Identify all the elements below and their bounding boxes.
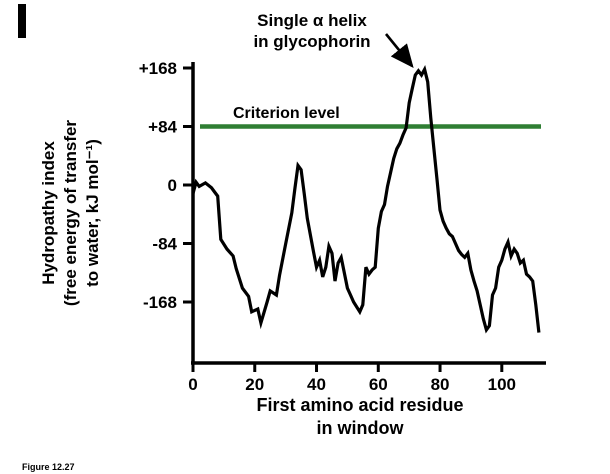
y-axis-title-line-3: to water, kJ mol⁻¹) xyxy=(83,139,102,287)
x-tick-label: 40 xyxy=(307,375,326,394)
x-ticks: 0 20 40 60 80 100 xyxy=(188,363,516,394)
y-ticks: +168 +84 0 -84 -168 xyxy=(139,59,193,312)
annotation-single-alpha-helix: Single α helix in glycophorin xyxy=(253,11,414,69)
y-axis-title-line-1: Hydropathy index xyxy=(39,141,58,285)
y-axis: +168 +84 0 -84 -168 xyxy=(139,59,195,363)
y-tick-label: +84 xyxy=(148,118,177,137)
hydropathy-line xyxy=(191,65,541,334)
x-tick-label: 60 xyxy=(369,375,388,394)
figure-caption: Figure 12.27 xyxy=(22,462,75,472)
y-tick-label: -168 xyxy=(143,293,177,312)
x-axis-title-line-1: First amino acid residue xyxy=(256,395,463,415)
y-tick-label: -84 xyxy=(152,235,177,254)
x-tick-label: 80 xyxy=(431,375,450,394)
annotation-arrow xyxy=(384,33,414,69)
x-axis-title: First amino acid residue in window xyxy=(256,395,463,438)
y-axis-title: Hydropathy index (free energy of transfe… xyxy=(39,120,102,306)
crop-artifact xyxy=(18,4,26,38)
criterion-level-label: Criterion level xyxy=(233,105,340,122)
y-tick-label: 0 xyxy=(168,176,177,195)
x-tick-label: 100 xyxy=(488,375,516,394)
x-axis: 0 20 40 60 80 100 xyxy=(188,361,546,394)
x-tick-label: 20 xyxy=(245,375,264,394)
y-axis-title-line-2: (free energy of transfer xyxy=(61,120,80,306)
x-axis-title-line-2: in window xyxy=(317,418,405,438)
y-tick-label: +168 xyxy=(139,59,177,78)
annotation-line-1: Single α helix xyxy=(257,11,367,30)
x-tick-label: 0 xyxy=(188,375,197,394)
annotation-line-2: in glycophorin xyxy=(253,32,370,51)
